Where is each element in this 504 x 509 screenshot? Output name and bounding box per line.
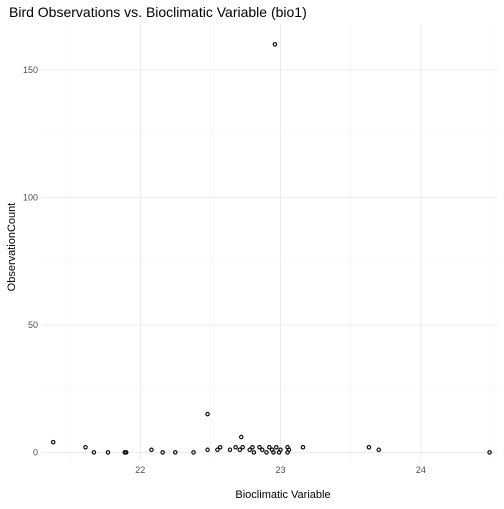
data-point bbox=[300, 445, 306, 450]
x-axis-label: Bioclimatic Variable bbox=[235, 489, 330, 501]
y-tick-label: 100 bbox=[23, 192, 38, 202]
data-point bbox=[240, 445, 245, 450]
data-point bbox=[272, 42, 278, 47]
x-tick-label: 24 bbox=[416, 465, 426, 475]
y-tick-label: 150 bbox=[23, 65, 38, 75]
data-point bbox=[271, 450, 276, 455]
data-point bbox=[237, 447, 243, 453]
data-point bbox=[205, 411, 210, 417]
x-tick-label: 23 bbox=[276, 465, 286, 475]
y-axis-label: ObservationCount bbox=[6, 203, 18, 292]
data-point bbox=[160, 450, 165, 455]
data-point bbox=[251, 450, 257, 455]
data-point bbox=[215, 447, 220, 453]
data-point bbox=[260, 447, 265, 453]
data-point bbox=[233, 445, 238, 450]
data-point bbox=[278, 447, 283, 453]
data-point bbox=[238, 434, 244, 440]
x-tick-label: 22 bbox=[135, 465, 145, 475]
data-point bbox=[50, 439, 56, 445]
points-layer bbox=[50, 42, 492, 455]
data-point bbox=[274, 445, 279, 450]
y-tick-label: 50 bbox=[28, 320, 38, 330]
y-tick-label: 0 bbox=[33, 447, 38, 457]
data-point bbox=[105, 450, 111, 455]
data-point bbox=[247, 447, 252, 453]
data-point bbox=[286, 447, 292, 453]
y-axis-ticks: 0 50 100 150 bbox=[23, 65, 38, 457]
grid-layer bbox=[42, 24, 498, 460]
chart-title: Bird Observations vs. Bioclimatic Variab… bbox=[9, 4, 307, 20]
data-point bbox=[267, 445, 272, 450]
data-point bbox=[487, 450, 492, 455]
data-point bbox=[191, 450, 196, 455]
data-point bbox=[264, 450, 269, 455]
data-point bbox=[83, 445, 88, 450]
data-point bbox=[250, 445, 255, 450]
data-point bbox=[376, 447, 381, 453]
x-axis-ticks: 22 23 24 bbox=[135, 465, 426, 475]
data-point bbox=[205, 447, 210, 453]
data-point bbox=[227, 447, 233, 453]
data-point bbox=[257, 445, 262, 450]
data-point bbox=[173, 450, 178, 455]
data-point bbox=[91, 450, 97, 455]
data-point bbox=[149, 447, 154, 453]
data-point bbox=[123, 450, 129, 455]
data-point bbox=[217, 445, 223, 450]
data-point bbox=[366, 445, 372, 450]
